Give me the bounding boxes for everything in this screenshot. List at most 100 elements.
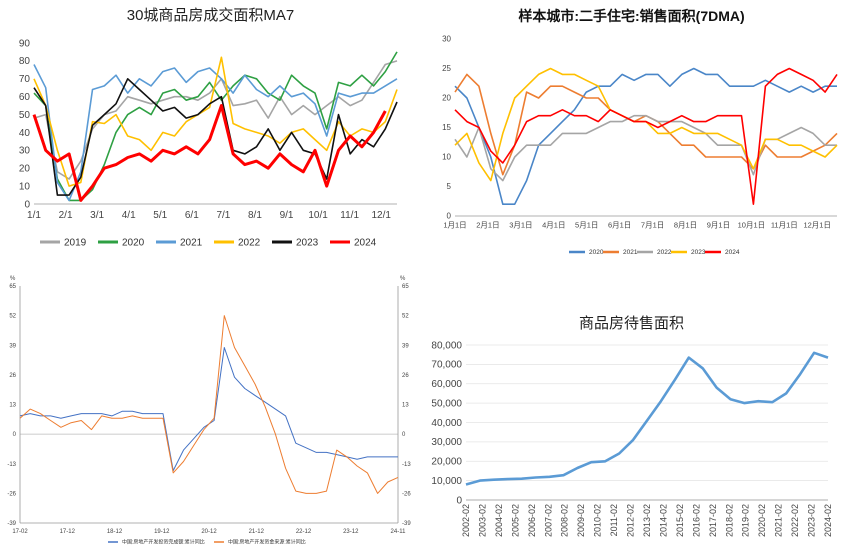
y-tick-label: 30 xyxy=(442,35,451,44)
x-tick-label: 2023-02 xyxy=(807,504,817,537)
y-tick-label: 10 xyxy=(442,153,451,162)
y-tick-label: 30,000 xyxy=(431,437,462,448)
chart-panel-investment: -39 -39 -26 -26 -13 -13 0 0 13 13 26 26 39 39 52 52 65 65… xyxy=(0,258,421,553)
chart-panel-second-hand: 样本城市:二手住宅:销售面积(7DMA) 0 5 10 15 20 25 30 1月1日 2月1… xyxy=(421,0,842,268)
x-tick-label: 4/1 xyxy=(122,210,136,221)
legend-label: 2021 xyxy=(623,249,638,256)
y-tick-label-right: -13 xyxy=(402,462,411,468)
series-line-2024 xyxy=(32,104,387,202)
y-tick-label: 0 xyxy=(13,432,17,438)
chart-title: 样本城市:二手住宅:销售面积(7DMA) xyxy=(518,8,745,24)
x-tick-label: 2013-02 xyxy=(642,504,652,537)
x-tick-label: 5/1 xyxy=(153,210,167,221)
x-tick-label: 2018-02 xyxy=(724,504,734,537)
x-tick-label: 2005-02 xyxy=(510,504,520,537)
series-line-2021 xyxy=(454,73,838,176)
y-tick-label: 70,000 xyxy=(431,360,462,371)
x-tick-label: 1/1 xyxy=(27,210,41,221)
legend-label: 2024 xyxy=(725,249,740,256)
legend-label: 中国:房地产开发资金来源:累计同比 xyxy=(228,539,306,546)
y-tick-label: 0 xyxy=(24,199,30,210)
x-tick-label: 22-12 xyxy=(296,529,312,535)
y-tick-label: 10 xyxy=(19,181,31,192)
y-tick-label-right: 13 xyxy=(402,403,409,409)
legend-label: 2020 xyxy=(589,249,604,256)
y-tick-label-right: -26 xyxy=(402,491,411,497)
x-tick-label: 2012-02 xyxy=(626,504,636,537)
y-tick-label: -13 xyxy=(7,462,16,468)
chart-panel-transactions: 30城商品房成交面积MA7 0 10 20 30 40 50 60 70 80 90 1/1 2/1 3… xyxy=(0,0,421,258)
series-line-2023 xyxy=(33,78,398,196)
legend-label: 2023 xyxy=(691,249,706,256)
x-tick-label: 9/1 xyxy=(280,210,294,221)
x-tick-label: 11/1 xyxy=(340,210,359,221)
x-tick-label: 7月1日 xyxy=(641,221,664,230)
x-tick-label: 5月1日 xyxy=(575,221,598,230)
x-tick-label: 2019-02 xyxy=(741,504,751,537)
y-tick-label: 20 xyxy=(442,94,451,103)
y-tick-label: 39 xyxy=(9,343,16,349)
x-tick-label: 2009-02 xyxy=(576,504,586,537)
x-tick-label: 3/1 xyxy=(90,210,104,221)
series-line-2023 xyxy=(454,67,838,182)
chart-svg-second-hand: 0 5 10 15 20 25 30 1月1日 2月1日 3月1日 4月1日 5月1日 6月1日 7月1日… xyxy=(442,35,838,256)
y-tick-label: 26 xyxy=(9,373,16,379)
y-tick-label: 20 xyxy=(19,164,31,175)
y-tick-label: 80,000 xyxy=(431,340,462,351)
x-tick-label: 18-12 xyxy=(107,529,123,535)
y-tick-label: 5 xyxy=(447,182,452,191)
x-tick-label: 2020-02 xyxy=(757,504,767,537)
x-tick-label: 6/1 xyxy=(185,210,199,221)
y-tick-label: 40 xyxy=(19,128,31,139)
x-tick-label: 2006-02 xyxy=(527,504,537,537)
y-tick-label: 80 xyxy=(19,56,31,67)
x-tick-label: 12月1日 xyxy=(803,221,831,230)
legend-label: 2019 xyxy=(64,237,87,248)
chart-svg-transactions: 0 10 20 30 40 50 60 70 80 90 1/1 2/1 3/1 4/1 5/1 6/1 7/1… xyxy=(19,38,398,248)
series-line-商品房待售面积 xyxy=(465,351,829,486)
y-tick-label-right: 26 xyxy=(402,373,409,379)
x-tick-label: 17-02 xyxy=(12,529,28,535)
y-tick-label-right: 65 xyxy=(402,284,409,290)
x-tick-label: 9月1日 xyxy=(707,221,730,230)
legend-label: 2020 xyxy=(122,237,145,248)
x-tick-label: 10月1日 xyxy=(738,221,766,230)
chart-svg-inventory: 0 10,000 20,000 30,000 40,000 50,000 60,000 70,… xyxy=(431,340,833,537)
x-tick-label: 20-12 xyxy=(201,529,217,535)
x-tick-label: 19-12 xyxy=(154,529,170,535)
y-tick-label-right: -39 xyxy=(402,521,411,527)
legend-label: 2021 xyxy=(180,237,203,248)
x-tick-label: 8/1 xyxy=(248,210,262,221)
legend-label: 中国:房地产开发投资完成额:累计同比 xyxy=(122,539,205,546)
series-line-中国:房地产开发资金来源:累计同比 xyxy=(19,315,399,494)
y-tick-label: 15 xyxy=(442,123,451,132)
chart-title: 30城商品房成交面积MA7 xyxy=(126,7,295,24)
y-tick-label: 25 xyxy=(442,64,451,73)
x-tick-label: 11月1日 xyxy=(771,221,798,230)
y-tick-label: 60 xyxy=(19,92,31,103)
series-line-2024 xyxy=(454,67,838,205)
x-tick-label: 2024-02 xyxy=(823,504,833,537)
x-tick-label: 2008-02 xyxy=(560,504,570,537)
y-tick-label: 70 xyxy=(19,74,31,85)
y-tick-label-right: 39 xyxy=(402,343,409,349)
chart-title: 商品房待售面积 xyxy=(578,315,684,332)
y-tick-label: 40,000 xyxy=(431,418,462,429)
y-tick-label: 0 xyxy=(447,212,452,221)
x-tick-label: 2/1 xyxy=(59,210,73,221)
y-tick-label: 52 xyxy=(9,314,16,320)
y-tick-label: 30 xyxy=(19,146,31,157)
y-tick-label: -39 xyxy=(7,521,16,527)
y-tick-label: -26 xyxy=(7,491,16,497)
x-tick-label: 2022-02 xyxy=(790,504,800,537)
legend-label: 2023 xyxy=(296,237,319,248)
x-tick-label: 3月1日 xyxy=(509,221,532,230)
x-tick-label: 2004-02 xyxy=(494,504,504,537)
x-tick-label: 12/1 xyxy=(371,210,391,221)
x-tick-label: 2014-02 xyxy=(658,504,668,537)
x-tick-label: 21-12 xyxy=(249,529,265,535)
y-tick-label: 50,000 xyxy=(431,398,462,409)
y-tick-label: 65 xyxy=(9,284,16,290)
y-tick-label: 20,000 xyxy=(431,457,462,468)
y-tick-label: 60,000 xyxy=(431,379,462,390)
